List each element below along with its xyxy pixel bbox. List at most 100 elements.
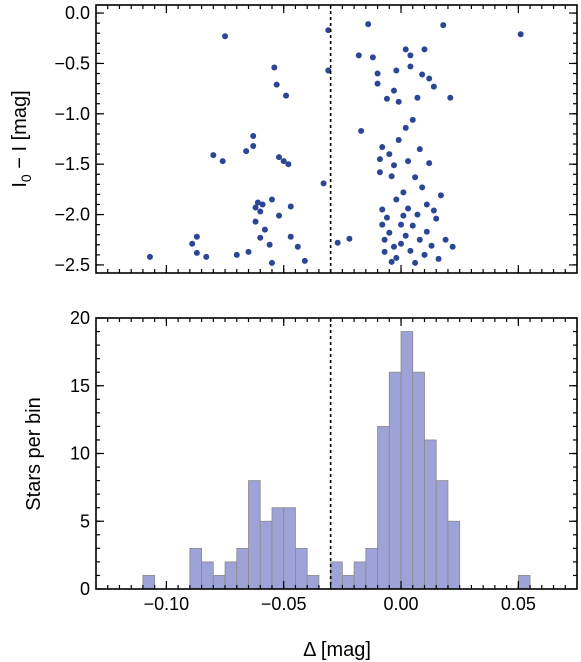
- scatter-point: [405, 205, 412, 212]
- scatter-point: [259, 201, 266, 208]
- scatter-point: [257, 208, 264, 215]
- scatter-point: [358, 127, 365, 134]
- histogram-bar: [212, 575, 226, 590]
- scatter-point: [374, 80, 381, 87]
- scatter-point: [437, 192, 444, 199]
- scatter-point: [252, 204, 259, 211]
- histogram-ticks: [96, 317, 577, 590]
- scatter-points: [146, 21, 524, 266]
- scatter-point: [381, 236, 388, 243]
- scatter-point: [390, 162, 397, 169]
- scatter-point: [402, 124, 409, 131]
- scatter-point: [449, 243, 456, 250]
- histogram-y-tick-label: 5: [80, 511, 90, 531]
- scatter-point: [369, 54, 376, 61]
- scatter-point: [146, 253, 153, 260]
- scatter-point: [243, 148, 250, 155]
- scatter-point: [395, 137, 402, 144]
- scatter-point: [210, 152, 217, 159]
- scatter-point: [416, 236, 423, 243]
- histogram-x-tick-label: −0.05: [261, 594, 307, 614]
- scatter-point: [393, 196, 400, 203]
- scatter-point: [390, 243, 397, 250]
- scatter-point: [219, 158, 226, 165]
- scatter-point: [440, 22, 447, 29]
- scatter-point: [430, 83, 437, 90]
- histogram-bar: [248, 480, 261, 590]
- scatter-y-tick-label: −2.0: [54, 205, 90, 225]
- histogram-panel: 0 5 10 15 20 −0.10 −0.05 0.00 0.05 Stars per bi…: [23, 308, 578, 661]
- scatter-point: [276, 154, 283, 161]
- histogram-bar: [295, 547, 308, 590]
- scatter-point: [250, 132, 257, 139]
- scatter-point: [428, 242, 435, 249]
- scatter-point: [430, 207, 437, 214]
- scatter-point: [287, 233, 294, 240]
- histogram-bars: [142, 331, 531, 590]
- scatter-point: [386, 151, 393, 158]
- histogram-y-tick-label: 20: [70, 308, 90, 328]
- histogram-bar: [283, 507, 296, 590]
- histogram-x-axis-label: Δ [mag]: [303, 639, 371, 661]
- scatter-point: [273, 81, 280, 88]
- scatter-point: [381, 248, 388, 255]
- scatter-point: [266, 241, 273, 248]
- histogram-bar: [224, 561, 238, 590]
- scatter-point: [325, 27, 332, 34]
- histogram-bar: [400, 331, 414, 590]
- scatter-point: [414, 211, 421, 218]
- histogram-bar: [271, 507, 285, 590]
- scatter-point: [398, 240, 405, 247]
- scatter-point: [402, 46, 409, 53]
- histogram-bar: [424, 439, 437, 590]
- scatter-point: [222, 33, 229, 40]
- scatter-point: [398, 221, 405, 228]
- scatter-point: [301, 257, 308, 264]
- histogram-bar: [236, 547, 249, 590]
- scatter-point: [402, 232, 409, 239]
- scatter-point: [419, 184, 426, 191]
- scatter-point: [414, 94, 421, 101]
- histogram-y-axis-label: Stars per bin: [23, 397, 45, 510]
- histogram-bar: [353, 561, 367, 590]
- scatter-point: [423, 228, 430, 235]
- histogram-bar: [388, 371, 402, 590]
- scatter-point: [383, 95, 390, 102]
- scatter-point: [517, 31, 524, 38]
- histogram-x-tick-labels: −0.10 −0.05 0.00 0.05: [144, 594, 536, 614]
- scatter-point: [376, 156, 383, 163]
- scatter-point: [407, 63, 414, 70]
- scatter-point: [355, 52, 362, 59]
- scatter-point: [409, 116, 416, 123]
- scatter-point: [379, 206, 386, 213]
- scatter-y-tick-label: 0.0: [65, 3, 90, 23]
- histogram-bar: [412, 371, 425, 590]
- scatter-point: [386, 229, 393, 236]
- scatter-point: [447, 94, 454, 101]
- histogram-bar: [341, 575, 355, 590]
- histogram-y-tick-labels: 0 5 10 15 20: [70, 308, 90, 599]
- scatter-point: [433, 215, 440, 222]
- scatter-point: [412, 174, 419, 181]
- scatter-point: [346, 235, 353, 242]
- scatter-point: [442, 236, 449, 243]
- scatter-point: [254, 199, 261, 206]
- scatter-point: [320, 180, 327, 187]
- scatter-ticks: [96, 5, 577, 273]
- histogram-y-tick-label: 15: [70, 376, 90, 396]
- histogram-y-tick-label: 0: [80, 579, 90, 599]
- scatter-point: [271, 64, 278, 71]
- histogram-bar: [142, 575, 156, 590]
- scatter-point: [400, 189, 407, 196]
- scatter-point: [193, 233, 200, 240]
- scatter-point: [325, 67, 332, 74]
- scatter-point: [276, 212, 283, 219]
- histogram-bar: [447, 520, 461, 590]
- scatter-y-tick-label: −1.5: [54, 154, 90, 174]
- histogram-bar: [189, 547, 202, 590]
- scatter-point: [423, 201, 430, 208]
- scatter-y-tick-label: −1.0: [54, 104, 90, 124]
- scatter-point: [390, 87, 397, 94]
- scatter-point: [245, 248, 252, 255]
